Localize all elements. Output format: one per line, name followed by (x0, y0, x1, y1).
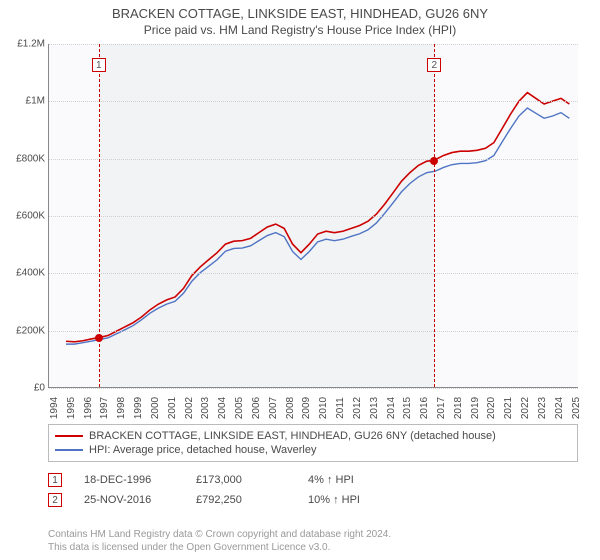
annotation-date: 25-NOV-2016 (84, 494, 174, 506)
x-axis-label: 1994 (49, 397, 60, 419)
marker-dot (430, 157, 438, 165)
y-axis-label: £400K (5, 268, 45, 279)
chart-subtitle: Price paid vs. HM Land Registry's House … (0, 21, 600, 37)
x-axis-label: 2022 (520, 397, 531, 419)
y-axis-label: £0 (5, 383, 45, 394)
y-axis-label: £600K (5, 211, 45, 222)
legend-label: HPI: Average price, detached house, Wave… (89, 444, 316, 456)
footer-line2: This data is licensed under the Open Gov… (48, 541, 391, 554)
x-axis-label: 1995 (66, 397, 77, 419)
gridline-h (49, 216, 578, 217)
x-axis-label: 2009 (301, 397, 312, 419)
y-axis-label: £800K (5, 153, 45, 164)
y-axis-label: £1M (5, 96, 45, 107)
annotation-row: 2 25-NOV-2016 £792,250 10% ↑ HPI (48, 490, 578, 510)
x-axis-label: 2023 (537, 397, 548, 419)
annotation-delta: 4% ↑ HPI (308, 474, 398, 486)
marker-number-box: 1 (92, 58, 106, 72)
gridline-h (49, 44, 578, 45)
x-axis-label: 1997 (99, 397, 110, 419)
x-axis-label: 1999 (133, 397, 144, 419)
x-axis-label: 2021 (503, 397, 514, 419)
x-axis-label: 2004 (217, 397, 228, 419)
x-axis-label: 2002 (184, 397, 195, 419)
x-axis-label: 2020 (486, 397, 497, 419)
gridline-h (49, 331, 578, 332)
x-axis-label: 2011 (335, 397, 346, 419)
x-axis-label: 2016 (419, 397, 430, 419)
x-axis-label: 2019 (470, 397, 481, 419)
footer-text: Contains HM Land Registry data © Crown c… (48, 528, 391, 554)
x-axis-label: 1996 (83, 397, 94, 419)
gridline-h (49, 388, 578, 389)
x-axis-label: 2017 (436, 397, 447, 419)
x-axis-label: 2025 (571, 397, 582, 419)
annotation-delta: 10% ↑ HPI (308, 494, 398, 506)
gridline-h (49, 101, 578, 102)
annotation-price: £792,250 (196, 494, 286, 506)
x-axis-label: 2003 (200, 397, 211, 419)
x-axis-label: 2012 (352, 397, 363, 419)
x-axis-label: 2014 (386, 397, 397, 419)
y-axis-label: £1.2M (5, 39, 45, 50)
legend: BRACKEN COTTAGE, LINKSIDE EAST, HINDHEAD… (48, 424, 578, 462)
x-axis-label: 2010 (318, 397, 329, 419)
gridline-h (49, 273, 578, 274)
footer-line1: Contains HM Land Registry data © Crown c… (48, 528, 391, 541)
marker-number-box: 2 (427, 58, 441, 72)
x-axis-label: 2005 (234, 397, 245, 419)
marker-line (434, 44, 435, 387)
x-axis-label: 2013 (369, 397, 380, 419)
series-line (66, 93, 569, 342)
marker-dot (95, 334, 103, 342)
annotation-date: 18-DEC-1996 (84, 474, 174, 486)
chart-container: BRACKEN COTTAGE, LINKSIDE EAST, HINDHEAD… (0, 0, 600, 560)
legend-label: BRACKEN COTTAGE, LINKSIDE EAST, HINDHEAD… (89, 430, 496, 442)
x-axis-label: 2000 (150, 397, 161, 419)
legend-row: BRACKEN COTTAGE, LINKSIDE EAST, HINDHEAD… (55, 429, 571, 443)
annotation-number: 1 (48, 473, 62, 487)
legend-swatch (55, 449, 83, 451)
x-axis-label: 2024 (554, 397, 565, 419)
legend-swatch (55, 435, 83, 437)
chart-title: BRACKEN COTTAGE, LINKSIDE EAST, HINDHEAD… (0, 0, 600, 21)
y-axis-label: £200K (5, 325, 45, 336)
annotation-row: 1 18-DEC-1996 £173,000 4% ↑ HPI (48, 470, 578, 490)
annotation-number: 2 (48, 493, 62, 507)
annotation-table: 1 18-DEC-1996 £173,000 4% ↑ HPI 2 25-NOV-2016… (48, 470, 578, 510)
x-axis-label: 2001 (167, 397, 178, 419)
annotation-price: £173,000 (196, 474, 286, 486)
x-axis-label: 1998 (116, 397, 127, 419)
x-axis-label: 2018 (453, 397, 464, 419)
chart-plot-area: £0£200K£400K£600K£800K£1M£1.2M1994199519… (48, 44, 578, 388)
x-axis-label: 2007 (268, 397, 279, 419)
x-axis-label: 2006 (251, 397, 262, 419)
gridline-h (49, 159, 578, 160)
legend-row: HPI: Average price, detached house, Wave… (55, 443, 571, 457)
x-axis-label: 2015 (402, 397, 413, 419)
x-axis-label: 2008 (285, 397, 296, 419)
